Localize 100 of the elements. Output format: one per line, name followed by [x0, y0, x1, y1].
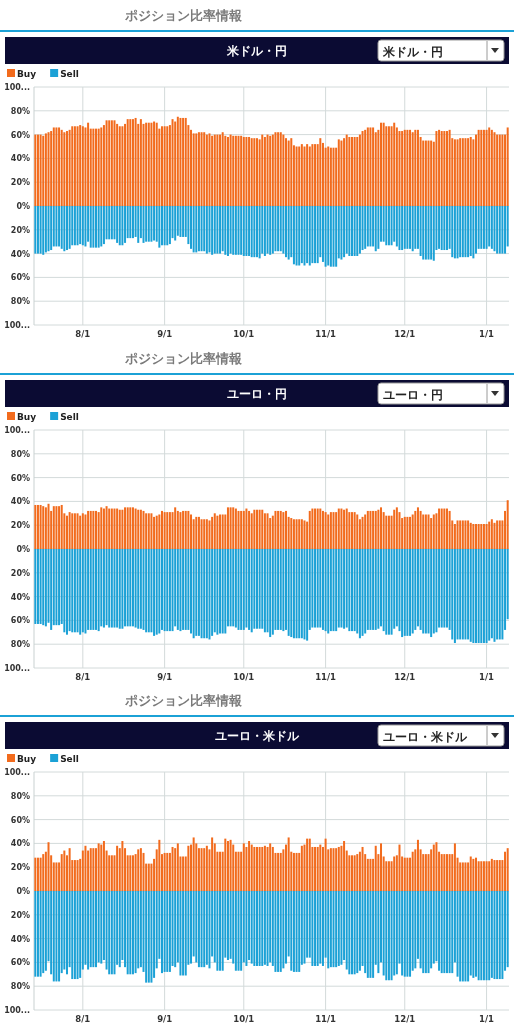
- bar: [68, 206, 71, 249]
- bar: [390, 548, 393, 635]
- bar: [274, 132, 277, 206]
- bar: [361, 131, 364, 206]
- y-tick-label: 20%: [10, 863, 30, 873]
- bar: [292, 206, 295, 265]
- bar: [121, 126, 124, 206]
- bar: [266, 134, 269, 206]
- bar: [160, 510, 163, 549]
- bar: [76, 206, 79, 246]
- bar: [506, 891, 509, 968]
- bar: [345, 134, 348, 206]
- bar: [258, 206, 261, 259]
- bar: [332, 511, 335, 549]
- bar: [340, 508, 343, 549]
- bar: [406, 548, 409, 636]
- bar: [65, 891, 68, 975]
- bar: [493, 860, 496, 891]
- x-tick-label: 12/1: [394, 329, 416, 339]
- bar: [369, 206, 372, 247]
- bar: [39, 504, 42, 549]
- bar: [406, 206, 409, 249]
- bar: [409, 516, 412, 549]
- bar: [163, 891, 166, 972]
- y-tick-label: 60%: [10, 273, 30, 283]
- bar: [203, 891, 206, 968]
- legend-label: Sell: [60, 411, 79, 421]
- bar: [229, 206, 232, 254]
- bar: [416, 548, 419, 626]
- bar: [258, 139, 261, 206]
- bar: [451, 548, 454, 639]
- bar: [435, 842, 438, 891]
- bar: [76, 860, 79, 891]
- bar: [332, 548, 335, 631]
- bar: [472, 548, 475, 643]
- y-tick-label: 40%: [10, 934, 30, 944]
- bar: [142, 548, 145, 630]
- bar: [76, 548, 79, 632]
- bar: [390, 206, 393, 246]
- bar: [380, 843, 383, 891]
- y-tick-label: 40%: [10, 249, 30, 259]
- x-tick-label: 12/1: [394, 671, 416, 682]
- bar: [364, 891, 367, 974]
- bar: [504, 206, 507, 254]
- bar: [453, 843, 456, 891]
- bar: [105, 505, 108, 549]
- bar: [190, 891, 193, 964]
- bar: [237, 206, 240, 255]
- bar: [208, 133, 211, 206]
- bar: [477, 861, 480, 891]
- bar: [100, 891, 103, 964]
- bar: [472, 206, 475, 259]
- bar: [374, 206, 377, 252]
- bar: [158, 548, 161, 633]
- bar: [432, 844, 435, 891]
- bar: [369, 510, 372, 549]
- bar: [118, 206, 121, 246]
- chart-subtitle: ポジション比率情報: [124, 350, 243, 366]
- bar: [84, 206, 87, 247]
- bar: [490, 858, 493, 891]
- bar: [332, 848, 335, 891]
- y-tick-label: 80%: [10, 297, 30, 307]
- y-tick-label: 20%: [10, 520, 30, 530]
- bar: [68, 548, 71, 631]
- bar: [81, 512, 84, 549]
- bar: [432, 891, 435, 964]
- bar: [258, 846, 261, 891]
- bar: [493, 132, 496, 206]
- bar: [179, 891, 182, 976]
- bar: [353, 206, 356, 256]
- y-tick-label: 60%: [10, 958, 30, 968]
- bar: [493, 206, 496, 252]
- bar: [488, 891, 491, 981]
- bar: [345, 206, 348, 254]
- bar: [121, 841, 124, 891]
- bar: [364, 548, 367, 633]
- bar: [324, 206, 327, 267]
- bar: [118, 891, 121, 968]
- bar: [475, 206, 478, 254]
- bar: [116, 845, 119, 891]
- bar: [282, 849, 285, 891]
- bar: [192, 518, 195, 549]
- bar: [390, 126, 393, 206]
- bar: [55, 127, 58, 206]
- y-tick-label: 40%: [10, 592, 30, 602]
- bar: [226, 891, 229, 961]
- bar: [226, 506, 229, 549]
- bar: [95, 891, 98, 968]
- bar: [324, 511, 327, 549]
- bar: [335, 548, 338, 631]
- bar: [55, 891, 58, 982]
- bar: [324, 548, 327, 631]
- bar: [493, 548, 496, 642]
- bar: [419, 510, 422, 549]
- bar: [245, 136, 248, 206]
- bar: [353, 855, 356, 891]
- x-tick-label: 1/1: [479, 1014, 495, 1024]
- bar: [475, 891, 478, 977]
- bar: [324, 838, 327, 891]
- bar: [448, 510, 451, 549]
